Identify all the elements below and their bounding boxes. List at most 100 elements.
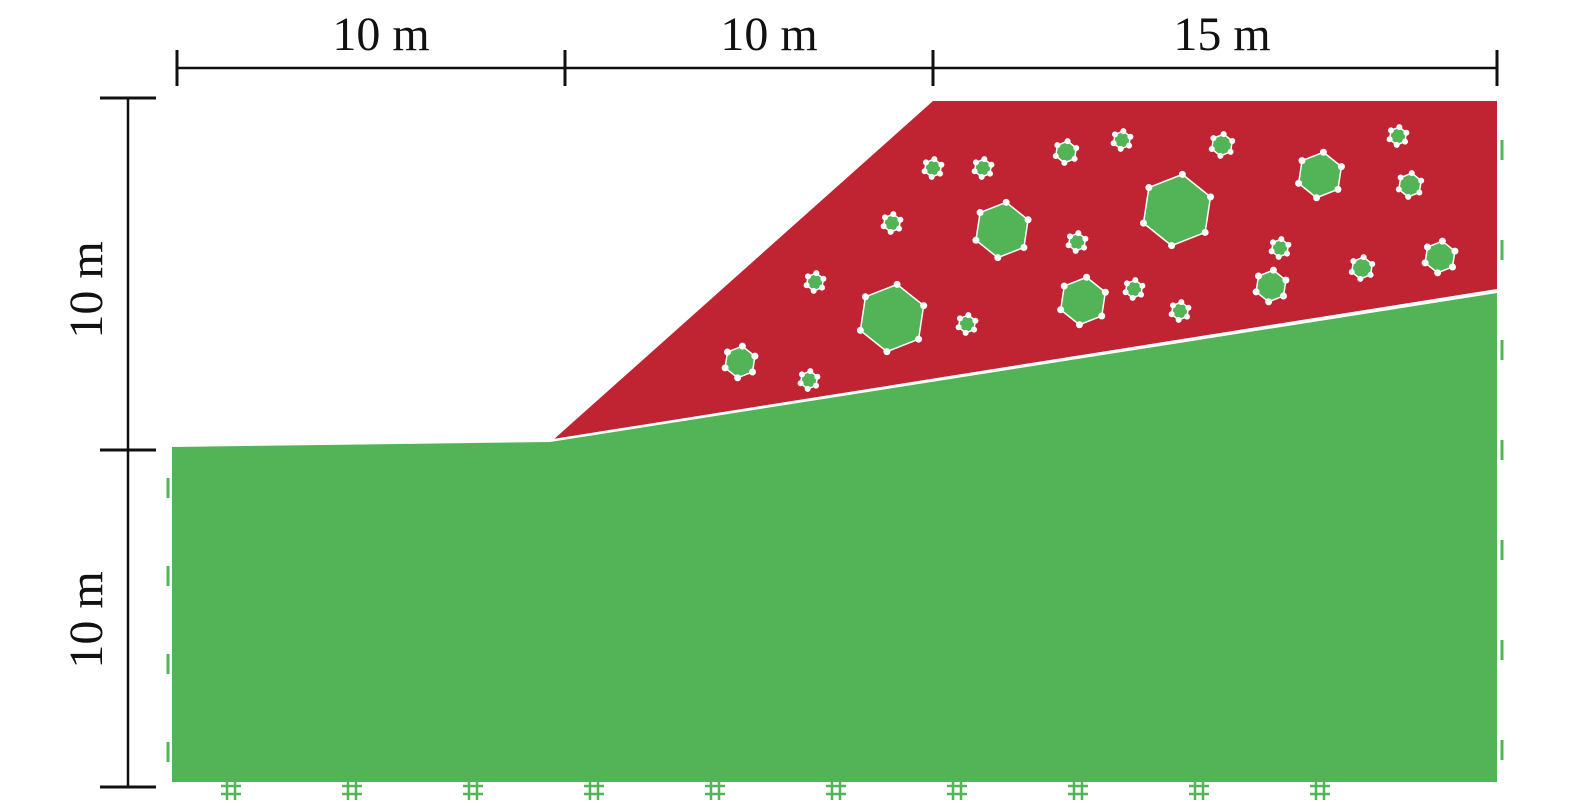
rock-node xyxy=(723,348,731,356)
rock-node xyxy=(1220,131,1227,138)
boundary-conditions xyxy=(166,140,1504,800)
rock-node xyxy=(814,373,821,380)
rock-node xyxy=(1285,241,1292,248)
rock-node xyxy=(1217,152,1224,159)
rock-node xyxy=(978,173,985,180)
rock-node xyxy=(820,275,827,282)
rock-node xyxy=(1298,157,1306,165)
rock-node xyxy=(922,159,929,166)
rock-node xyxy=(1418,177,1425,184)
rock-node xyxy=(1184,313,1191,320)
fixed-mark xyxy=(584,779,604,800)
rock-node xyxy=(1451,247,1459,255)
rock-node xyxy=(881,214,888,221)
bedrock xyxy=(172,293,1497,782)
rock-node xyxy=(1265,298,1273,306)
rock-node xyxy=(1397,174,1404,181)
rock-node xyxy=(972,159,979,166)
rock-node xyxy=(1168,311,1175,318)
rock-node xyxy=(1403,129,1410,136)
rock-node xyxy=(1139,282,1146,289)
slope-layer xyxy=(553,101,1497,440)
rock-node xyxy=(1350,258,1357,265)
rock-node xyxy=(928,173,935,180)
rock-block xyxy=(971,156,995,180)
rock-node xyxy=(1449,263,1457,271)
rock-node xyxy=(1061,159,1068,166)
rock-node xyxy=(1393,141,1400,148)
rock-block xyxy=(721,342,759,382)
rock-node xyxy=(1168,242,1176,250)
rock-node xyxy=(938,161,945,168)
rock-node xyxy=(1072,247,1079,254)
rock-node xyxy=(956,315,963,322)
rock-block xyxy=(972,198,1032,262)
rock-node xyxy=(1139,219,1147,227)
rock-node xyxy=(1178,170,1186,178)
rock-node xyxy=(1423,243,1431,251)
fixed-mark xyxy=(1189,779,1209,800)
rock-node xyxy=(813,270,820,277)
rock-node xyxy=(1386,136,1393,143)
rock-node xyxy=(797,380,804,387)
rock-node xyxy=(861,293,869,301)
rock-node xyxy=(1334,185,1342,193)
rock-node xyxy=(1396,124,1403,131)
rock-node xyxy=(1117,145,1124,152)
rock-node xyxy=(921,168,928,175)
rock-block xyxy=(1268,236,1292,260)
rock-node xyxy=(738,342,746,350)
rock-node xyxy=(1369,260,1376,267)
fixed-mark xyxy=(1068,779,1088,800)
rock-node xyxy=(1178,299,1185,306)
rock-node xyxy=(1360,254,1367,261)
rock-block xyxy=(797,368,821,392)
rock-node xyxy=(807,368,814,375)
rock-node xyxy=(1024,216,1032,224)
rock-node xyxy=(1387,127,1394,134)
rock-block xyxy=(880,211,904,235)
rock-node xyxy=(1337,163,1345,171)
rock-node xyxy=(1075,230,1082,237)
rock-node xyxy=(931,156,938,163)
fixed-mark xyxy=(947,779,967,800)
rock-node xyxy=(1367,271,1374,278)
rock-node xyxy=(819,284,826,291)
fixed-mark xyxy=(221,779,241,800)
fixed-mark xyxy=(705,779,725,800)
rock-node xyxy=(976,209,984,217)
rock-node xyxy=(1284,250,1291,257)
rock-node xyxy=(1269,266,1277,274)
dimension-label: 10 m xyxy=(720,8,817,61)
rock-node xyxy=(988,161,995,168)
rock-node xyxy=(1348,269,1355,276)
dimension-label: 10 m xyxy=(60,241,113,338)
rock-node xyxy=(1066,233,1073,240)
rock-node xyxy=(1254,272,1262,280)
rock-node xyxy=(1408,170,1415,177)
rock-block xyxy=(803,270,827,294)
rock-node xyxy=(1278,236,1285,243)
rock-node xyxy=(1127,133,1134,140)
rock-node xyxy=(1207,193,1215,201)
rock-node xyxy=(856,326,864,334)
rock-node xyxy=(1111,131,1118,138)
rock-node xyxy=(1227,148,1234,155)
rock-block xyxy=(955,312,979,336)
rock-node xyxy=(1081,244,1088,251)
rock-node xyxy=(1065,242,1072,249)
rock-block xyxy=(1065,230,1089,254)
rock-node xyxy=(1357,275,1364,282)
rock-node xyxy=(1313,194,1321,202)
rock-blocks xyxy=(721,124,1459,392)
rock-node xyxy=(1083,273,1091,281)
rock-node xyxy=(1252,288,1260,296)
rock-node xyxy=(1185,304,1192,311)
rock-node xyxy=(1145,184,1153,192)
rock-node xyxy=(972,317,979,324)
rock-node xyxy=(880,223,887,230)
fixed-mark xyxy=(463,779,483,800)
rock-node xyxy=(971,326,978,333)
rock-node xyxy=(1122,289,1129,296)
rock-node xyxy=(1416,189,1423,196)
